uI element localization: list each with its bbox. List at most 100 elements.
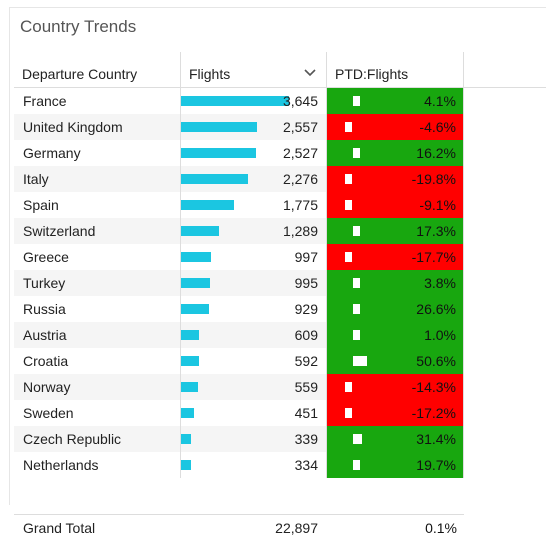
country-cell: Netherlands <box>23 457 99 473</box>
ptd-value: -4.6% <box>419 119 456 135</box>
table-header: Departure Country Flights PTD:Flights <box>14 52 546 88</box>
ptd-indicator <box>353 330 360 340</box>
ptd-status-fill <box>327 140 463 166</box>
ptd-cell: 16.2% <box>326 140 464 166</box>
country-cell: Greece <box>23 249 69 265</box>
ptd-status-fill <box>327 452 463 478</box>
flights-value: 2,557 <box>282 119 318 135</box>
ptd-status-fill <box>327 426 463 452</box>
country-cell: Turkey <box>23 275 66 291</box>
header-divider <box>14 87 546 88</box>
ptd-value: -17.2% <box>411 405 456 421</box>
flights-bar <box>181 408 194 418</box>
table-row[interactable]: Greece 997 -17.7% <box>14 244 464 270</box>
ptd-value: 31.4% <box>416 431 456 447</box>
grand-total-row: Grand Total 22,897 0.1% <box>14 514 464 541</box>
flights-bar <box>181 96 289 106</box>
ptd-cell: 31.4% <box>326 426 464 452</box>
table-row[interactable]: Austria 609 1.0% <box>14 322 464 348</box>
table-row[interactable]: Spain 1,775 -9.1% <box>14 192 464 218</box>
table-row[interactable]: Russia 929 26.6% <box>14 296 464 322</box>
flights-cell: 609 <box>180 322 326 348</box>
table-row[interactable]: Italy 2,276 -19.8% <box>14 166 464 192</box>
country-cell: Austria <box>23 327 67 343</box>
flights-bar <box>181 434 191 444</box>
ptd-indicator <box>345 252 352 262</box>
flights-cell: 1,289 <box>180 218 326 244</box>
chevron-down-icon[interactable] <box>304 68 316 78</box>
table-row[interactable]: Croatia 592 50.6% <box>14 348 464 374</box>
country-cell: Switzerland <box>23 223 96 239</box>
ptd-cell: 4.1% <box>326 88 464 114</box>
column-header-ptd-label: PTD:Flights <box>335 66 409 82</box>
panel-title: Country Trends <box>20 17 137 36</box>
table-row[interactable]: Netherlands 334 19.7% <box>14 452 464 478</box>
flights-value: 929 <box>294 301 318 317</box>
table-row[interactable]: Czech Republic 339 31.4% <box>14 426 464 452</box>
flights-bar <box>181 356 199 366</box>
ptd-cell: 26.6% <box>326 296 464 322</box>
ptd-status-fill <box>327 348 463 374</box>
flights-value: 451 <box>294 405 318 421</box>
country-cell: United Kingdom <box>23 119 123 135</box>
flights-cell: 334 <box>180 452 326 478</box>
ptd-value: -14.3% <box>411 379 456 395</box>
flights-bar <box>181 304 209 314</box>
flights-value: 609 <box>294 327 318 343</box>
country-cell: Germany <box>23 145 81 161</box>
ptd-value: 17.3% <box>416 223 456 239</box>
ptd-indicator <box>353 460 360 470</box>
flights-bar <box>181 200 234 210</box>
table-row[interactable]: Norway 559 -14.3% <box>14 374 464 400</box>
column-header-flights-label: Flights <box>189 66 231 82</box>
country-cell: Norway <box>23 379 71 395</box>
column-header-country[interactable]: Departure Country <box>14 52 180 87</box>
ptd-value: 3.8% <box>424 275 456 291</box>
country-cell: Czech Republic <box>23 431 122 447</box>
ptd-indicator <box>353 278 360 288</box>
column-header-flights[interactable]: Flights <box>180 52 326 87</box>
grand-total-label: Grand Total <box>23 520 96 536</box>
ptd-value: 4.1% <box>424 93 456 109</box>
ptd-indicator <box>353 148 360 158</box>
ptd-status-fill <box>327 270 463 296</box>
ptd-indicator <box>353 96 360 106</box>
table-row[interactable]: United Kingdom 2,557 -4.6% <box>14 114 464 140</box>
flights-cell: 451 <box>180 400 326 426</box>
table-row[interactable]: France 3,645 4.1% <box>14 88 464 114</box>
grand-total-ptd-value: 0.1% <box>425 520 457 536</box>
flights-value: 339 <box>294 431 318 447</box>
ptd-cell: 19.7% <box>326 452 464 478</box>
flights-value: 2,276 <box>282 171 318 187</box>
column-header-ptd[interactable]: PTD:Flights <box>326 52 464 87</box>
country-cell: Croatia <box>23 353 69 369</box>
table-row[interactable]: Sweden 451 -17.2% <box>14 400 464 426</box>
ptd-status-fill <box>327 88 463 114</box>
ptd-cell: -4.6% <box>326 114 464 140</box>
ptd-value: -17.7% <box>411 249 456 265</box>
table-row[interactable]: Germany 2,527 16.2% <box>14 140 464 166</box>
ptd-cell: 3.8% <box>326 270 464 296</box>
ptd-cell: -17.2% <box>326 400 464 426</box>
ptd-value: -19.8% <box>411 171 456 187</box>
flights-bar <box>181 278 210 288</box>
flights-bar <box>181 122 257 132</box>
grand-total-flights-value: 22,897 <box>275 520 318 536</box>
table-body: France 3,645 4.1% United Kingdom 2,557 -4.6% G… <box>14 88 464 478</box>
country-cell: Spain <box>23 197 59 213</box>
table-row[interactable]: Turkey 995 3.8% <box>14 270 464 296</box>
flights-cell: 2,276 <box>180 166 326 192</box>
flights-bar <box>181 174 248 184</box>
table-row[interactable]: Switzerland 1,289 17.3% <box>14 218 464 244</box>
ptd-cell: -14.3% <box>326 374 464 400</box>
flights-value: 334 <box>294 457 318 473</box>
ptd-value: 16.2% <box>416 145 456 161</box>
flights-cell: 929 <box>180 296 326 322</box>
ptd-status-fill <box>327 296 463 322</box>
ptd-indicator <box>353 434 362 444</box>
flights-cell: 339 <box>180 426 326 452</box>
ptd-cell: -19.8% <box>326 166 464 192</box>
flights-bar <box>181 148 256 158</box>
grand-total-flights: 22,897 <box>180 515 326 541</box>
ptd-value: -9.1% <box>419 197 456 213</box>
